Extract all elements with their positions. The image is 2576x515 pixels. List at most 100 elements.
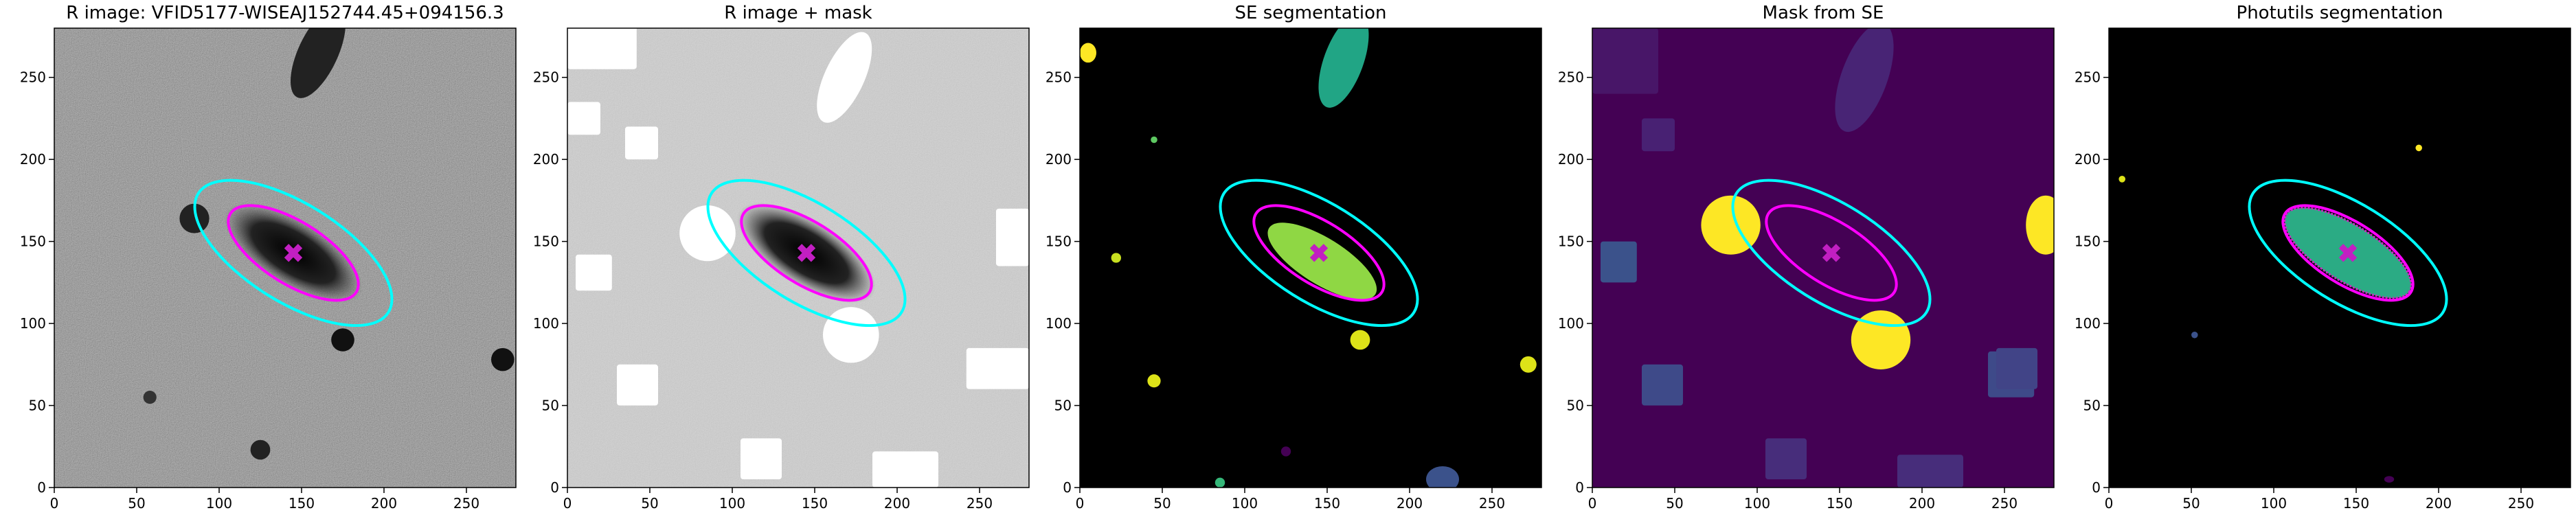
- blob: [1318, 28, 1369, 108]
- x-tick-label: 250: [453, 495, 479, 512]
- x-tick-label: 100: [206, 495, 232, 512]
- y-tick-label: 100: [1046, 315, 1072, 332]
- blob: [1835, 28, 1894, 133]
- mask-box: [576, 254, 612, 291]
- y-tick-label: 0: [1063, 479, 1072, 496]
- y-tick-label: 50: [29, 398, 46, 414]
- x-tick-label: 150: [2343, 495, 2369, 512]
- panel-title: Mask from SE: [1763, 3, 1884, 23]
- y-tick-label: 200: [2075, 151, 2101, 168]
- blob: [1111, 253, 1122, 263]
- y-tick-label: 0: [1575, 479, 1584, 496]
- blob: [291, 28, 346, 98]
- y-tick-label: 100: [20, 315, 46, 332]
- outer-ellipse: [1219, 179, 1419, 328]
- blob: [1151, 136, 1157, 144]
- y-tick-label: 200: [1558, 151, 1584, 168]
- y-tick-label: 0: [37, 479, 46, 496]
- blob: [2384, 476, 2395, 483]
- y-tick-label: 50: [1054, 398, 1072, 414]
- y-tick-label: 250: [1558, 69, 1584, 86]
- x-tick-label: 0: [1076, 495, 1085, 512]
- y-tick-label: 150: [1046, 233, 1072, 250]
- blob: [1267, 222, 1377, 300]
- blob: [2191, 332, 2198, 339]
- image-panel: [1592, 28, 2054, 488]
- axes-frame: [2108, 27, 2571, 488]
- mask-box: [1897, 455, 1963, 488]
- blob: [1350, 330, 1370, 350]
- center-marker: [284, 244, 303, 262]
- x-tick-label: 0: [1588, 495, 1597, 512]
- y-tick-label: 100: [533, 315, 559, 332]
- mask-box: [617, 364, 658, 406]
- axes-frame: [567, 27, 1030, 488]
- axes-frame: [1592, 27, 2055, 488]
- mask-box: [625, 126, 658, 160]
- inner-ellipse: [2281, 204, 2415, 302]
- blob: [250, 439, 271, 460]
- x-tick-label: 50: [1666, 495, 1683, 512]
- x-tick-label: 150: [1827, 495, 1853, 512]
- x-tick-label: 100: [719, 495, 745, 512]
- x-tick-label: 50: [128, 495, 145, 512]
- center-marker: [797, 244, 816, 262]
- blob: [2415, 144, 2422, 152]
- y-tick-label: 150: [2075, 233, 2101, 250]
- mask-box: [1601, 241, 1637, 283]
- panel-title: R image: VFID5177-WISEAJ152744.45+094156…: [66, 3, 504, 23]
- x-tick-label: 150: [289, 495, 315, 512]
- x-tick-label: 200: [1397, 495, 1423, 512]
- x-tick-label: 150: [802, 495, 828, 512]
- y-tick-label: 100: [2075, 315, 2101, 332]
- y-tick-label: 0: [2092, 479, 2101, 496]
- x-tick-label: 100: [1232, 495, 1258, 512]
- x-tick-label: 150: [1314, 495, 1340, 512]
- panel-title: R image + mask: [724, 3, 872, 23]
- blob: [179, 203, 210, 233]
- blob: [679, 205, 736, 262]
- y-tick-label: 0: [550, 479, 559, 496]
- blob: [1147, 374, 1161, 388]
- mask-box: [1642, 364, 1683, 406]
- blob: [1280, 446, 1291, 457]
- image-panel: [2109, 28, 2571, 488]
- center-marker: [1822, 244, 1841, 262]
- center-marker: [2338, 244, 2358, 262]
- x-tick-label: 250: [1479, 495, 1505, 512]
- x-tick-label: 50: [1153, 495, 1171, 512]
- x-tick-label: 50: [641, 495, 658, 512]
- axes-frame: [1079, 27, 1542, 488]
- blob: [1519, 356, 1537, 373]
- mask-box: [1642, 118, 1675, 152]
- y-tick-label: 200: [533, 151, 559, 168]
- x-tick-label: 0: [50, 495, 59, 512]
- mask-box: [1765, 438, 1807, 480]
- x-tick-label: 200: [884, 495, 910, 512]
- mask-box: [996, 208, 1029, 266]
- blob: [1426, 466, 1459, 488]
- y-tick-label: 250: [20, 69, 46, 86]
- x-tick-label: 100: [1744, 495, 1770, 512]
- image-panel: [567, 28, 1029, 488]
- x-tick-label: 250: [1991, 495, 2018, 512]
- image-panel: [1080, 28, 1541, 488]
- inner-ellipse: [1765, 204, 1898, 302]
- x-tick-label: 200: [1909, 495, 1935, 512]
- panel-title: SE segmentation: [1235, 3, 1387, 23]
- blob: [331, 328, 354, 352]
- y-tick-label: 50: [1567, 398, 1584, 414]
- outer-ellipse: [706, 179, 907, 328]
- x-tick-label: 50: [2182, 495, 2200, 512]
- y-tick-label: 50: [542, 398, 559, 414]
- mask-box: [567, 28, 637, 69]
- y-tick-label: 200: [20, 151, 46, 168]
- axes-frame: [54, 27, 517, 488]
- mask-box: [567, 102, 600, 135]
- y-tick-label: 150: [1558, 233, 1584, 250]
- y-tick-label: 50: [2083, 398, 2101, 414]
- outer-ellipse: [1731, 179, 1932, 328]
- y-tick-label: 200: [1046, 151, 1072, 168]
- y-tick-label: 250: [2075, 69, 2101, 86]
